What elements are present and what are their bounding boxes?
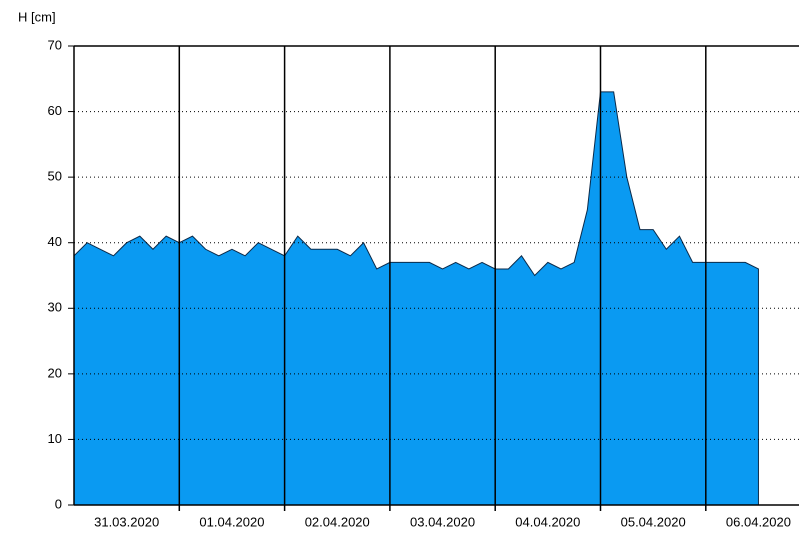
x-tick-label: 02.04.2020 [305,514,370,529]
y-tick-label: 60 [48,103,62,118]
y-tick-label: 30 [48,300,62,315]
x-tick-label: 04.04.2020 [515,514,580,529]
y-tick-label: 0 [55,496,62,511]
y-tick-label: 50 [48,169,62,184]
x-tick-label: 06.04.2020 [726,514,791,529]
x-tick-label: 01.04.2020 [199,514,264,529]
y-axis-label: H [cm] [18,9,56,24]
x-tick-label: 05.04.2020 [621,514,686,529]
area [73,91,759,506]
x-tick-label: 31.03.2020 [94,514,159,529]
x-tick-label: 03.04.2020 [410,514,475,529]
y-tick-label: 40 [48,234,62,249]
y-tick-label: 20 [48,365,62,380]
y-tick-label: 70 [48,37,62,52]
y-tick-label: 10 [48,431,62,446]
